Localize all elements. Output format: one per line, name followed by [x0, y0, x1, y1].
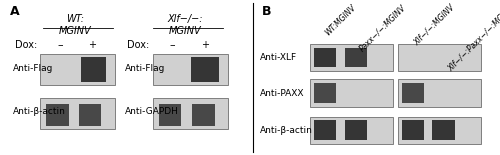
- Bar: [344, 48, 367, 67]
- Text: Xlf−/−:Paxx−/−:MGINV: Xlf−/−:Paxx−/−:MGINV: [446, 3, 500, 73]
- Bar: [398, 79, 480, 107]
- Bar: [46, 104, 69, 126]
- Bar: [432, 120, 454, 140]
- Bar: [310, 44, 393, 71]
- Bar: [40, 54, 115, 85]
- Text: Dox:: Dox:: [15, 40, 37, 50]
- Text: Anti-β-actin: Anti-β-actin: [260, 126, 313, 135]
- Text: Anti-Flag: Anti-Flag: [125, 64, 166, 73]
- Bar: [310, 117, 393, 144]
- Text: B: B: [262, 5, 272, 18]
- Text: MGINV: MGINV: [168, 26, 202, 36]
- Text: Xlf−/−:MGINV: Xlf−/−:MGINV: [412, 3, 457, 47]
- Bar: [79, 104, 101, 126]
- Bar: [314, 48, 336, 67]
- Bar: [398, 44, 480, 71]
- Text: Xlf−/−:: Xlf−/−:: [167, 14, 203, 24]
- Text: –: –: [170, 40, 175, 50]
- Text: Anti-XLF: Anti-XLF: [260, 53, 297, 62]
- Text: Anti-β-actin: Anti-β-actin: [12, 107, 66, 116]
- Bar: [402, 83, 424, 103]
- Text: Anti-GAPDH: Anti-GAPDH: [125, 107, 179, 116]
- Bar: [344, 120, 367, 140]
- Bar: [152, 98, 228, 129]
- Text: Anti-Flag: Anti-Flag: [12, 64, 53, 73]
- Text: –: –: [57, 40, 63, 50]
- Text: +: +: [88, 40, 96, 50]
- Text: Dox:: Dox:: [128, 40, 150, 50]
- Bar: [191, 57, 219, 82]
- Bar: [81, 57, 106, 82]
- Bar: [398, 117, 480, 144]
- Text: MGINV: MGINV: [58, 26, 92, 36]
- Bar: [314, 83, 336, 103]
- Text: WT:: WT:: [66, 14, 84, 24]
- Text: +: +: [201, 40, 209, 50]
- Text: Paxx−/−:MGINV: Paxx−/−:MGINV: [357, 3, 408, 53]
- Bar: [402, 120, 424, 140]
- Text: WT:MGINV: WT:MGINV: [324, 3, 358, 38]
- Bar: [192, 104, 214, 126]
- Bar: [40, 98, 115, 129]
- Bar: [159, 104, 181, 126]
- Bar: [314, 120, 336, 140]
- Text: A: A: [10, 5, 20, 18]
- Bar: [152, 54, 228, 85]
- Text: Anti-PAXX: Anti-PAXX: [260, 89, 304, 97]
- Bar: [310, 79, 393, 107]
